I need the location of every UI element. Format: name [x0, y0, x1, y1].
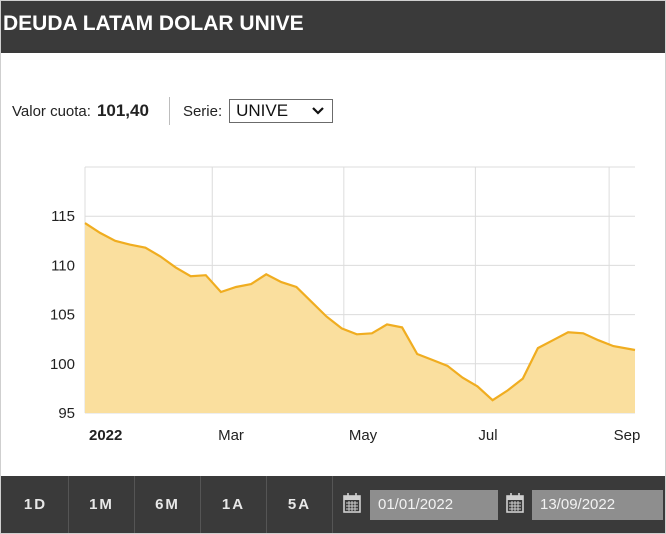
calendar-icon[interactable] [343, 493, 361, 513]
range-1a-button[interactable]: 1A [201, 476, 267, 533]
range-5a-button[interactable]: 5A [267, 476, 333, 533]
y-tick-label: 115 [51, 208, 75, 225]
valor-cuota-label: Valor cuota: [12, 102, 91, 120]
y-tick-label: 100 [50, 356, 75, 373]
range-1m-button[interactable]: 1M [69, 476, 135, 533]
fund-title: DEUDA LATAM DOLAR UNIVE [3, 12, 304, 35]
date-from-input[interactable]: 01/01/2022 [370, 490, 498, 520]
date-to-input[interactable]: 13/09/2022 [532, 490, 663, 520]
price-chart: 95 100 105 110 115 2022 Mar May Jul Sep [50, 166, 640, 444]
serie-selected-value: UNIVE [236, 101, 289, 120]
range-toolbar: 1D 1M 6M 1A 5A 01/01/2022 13/09/2022 [1, 476, 665, 533]
range-6m-button[interactable]: 6M [135, 476, 201, 533]
price-line [84, 222, 636, 402]
x-tick-label: Jul [478, 427, 497, 444]
y-axis-ticks: 95 100 105 110 115 [50, 208, 75, 422]
price-area [85, 223, 635, 413]
widget-header: DEUDA LATAM DOLAR UNIVE [1, 1, 665, 53]
chevron-down-icon [311, 100, 325, 129]
x-tick-label: May [349, 427, 378, 444]
x-tick-label: Mar [218, 427, 244, 444]
valor-cuota-value: 101,40 [96, 101, 149, 120]
x-axis-ticks: 2022 Mar May Jul Sep [89, 427, 640, 444]
info-bar: Valor cuota: 101,40 Serie: UNIVE [12, 97, 334, 125]
divider [168, 97, 170, 125]
serie-select[interactable]: UNIVE [229, 99, 334, 123]
range-1d-button[interactable]: 1D [3, 476, 69, 533]
x-tick-label: 2022 [89, 427, 122, 444]
y-tick-label: 95 [58, 405, 75, 422]
y-tick-label: 110 [51, 257, 75, 274]
calendar-icon[interactable] [506, 493, 524, 513]
x-tick-label: Sep [614, 427, 641, 444]
y-tick-label: 105 [50, 307, 75, 324]
serie-label: Serie: [182, 102, 223, 120]
